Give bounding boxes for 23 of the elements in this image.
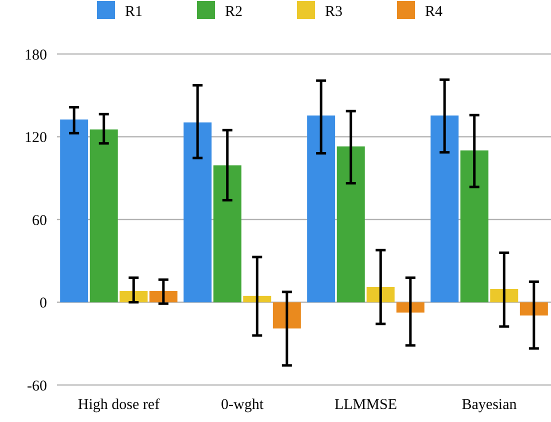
legend-label: R3 [325, 4, 343, 20]
x-tick-label: Bayesian [462, 397, 518, 413]
legend-label: R1 [125, 4, 143, 20]
y-tick-label: 0 [40, 296, 47, 312]
bar [460, 150, 488, 302]
bar [243, 296, 272, 302]
y-tick-label: 180 [24, 47, 47, 64]
legend-label: R2 [225, 4, 243, 20]
legend-label: R4 [425, 4, 444, 20]
x-tick-label: LLMMSE [334, 397, 398, 413]
bar [184, 122, 212, 302]
x-tick-label: 0-wght [221, 397, 264, 413]
bar [149, 290, 178, 302]
bar [336, 146, 365, 302]
bar [60, 120, 88, 302]
bar [90, 129, 118, 302]
y-tick-label: 60 [32, 212, 47, 229]
x-tick-label: High dose ref [78, 397, 160, 413]
bar [307, 116, 336, 302]
y-tick-label: -60 [27, 378, 47, 394]
bar [213, 165, 242, 302]
y-tick-label: 120 [24, 130, 47, 146]
bar [430, 116, 459, 302]
